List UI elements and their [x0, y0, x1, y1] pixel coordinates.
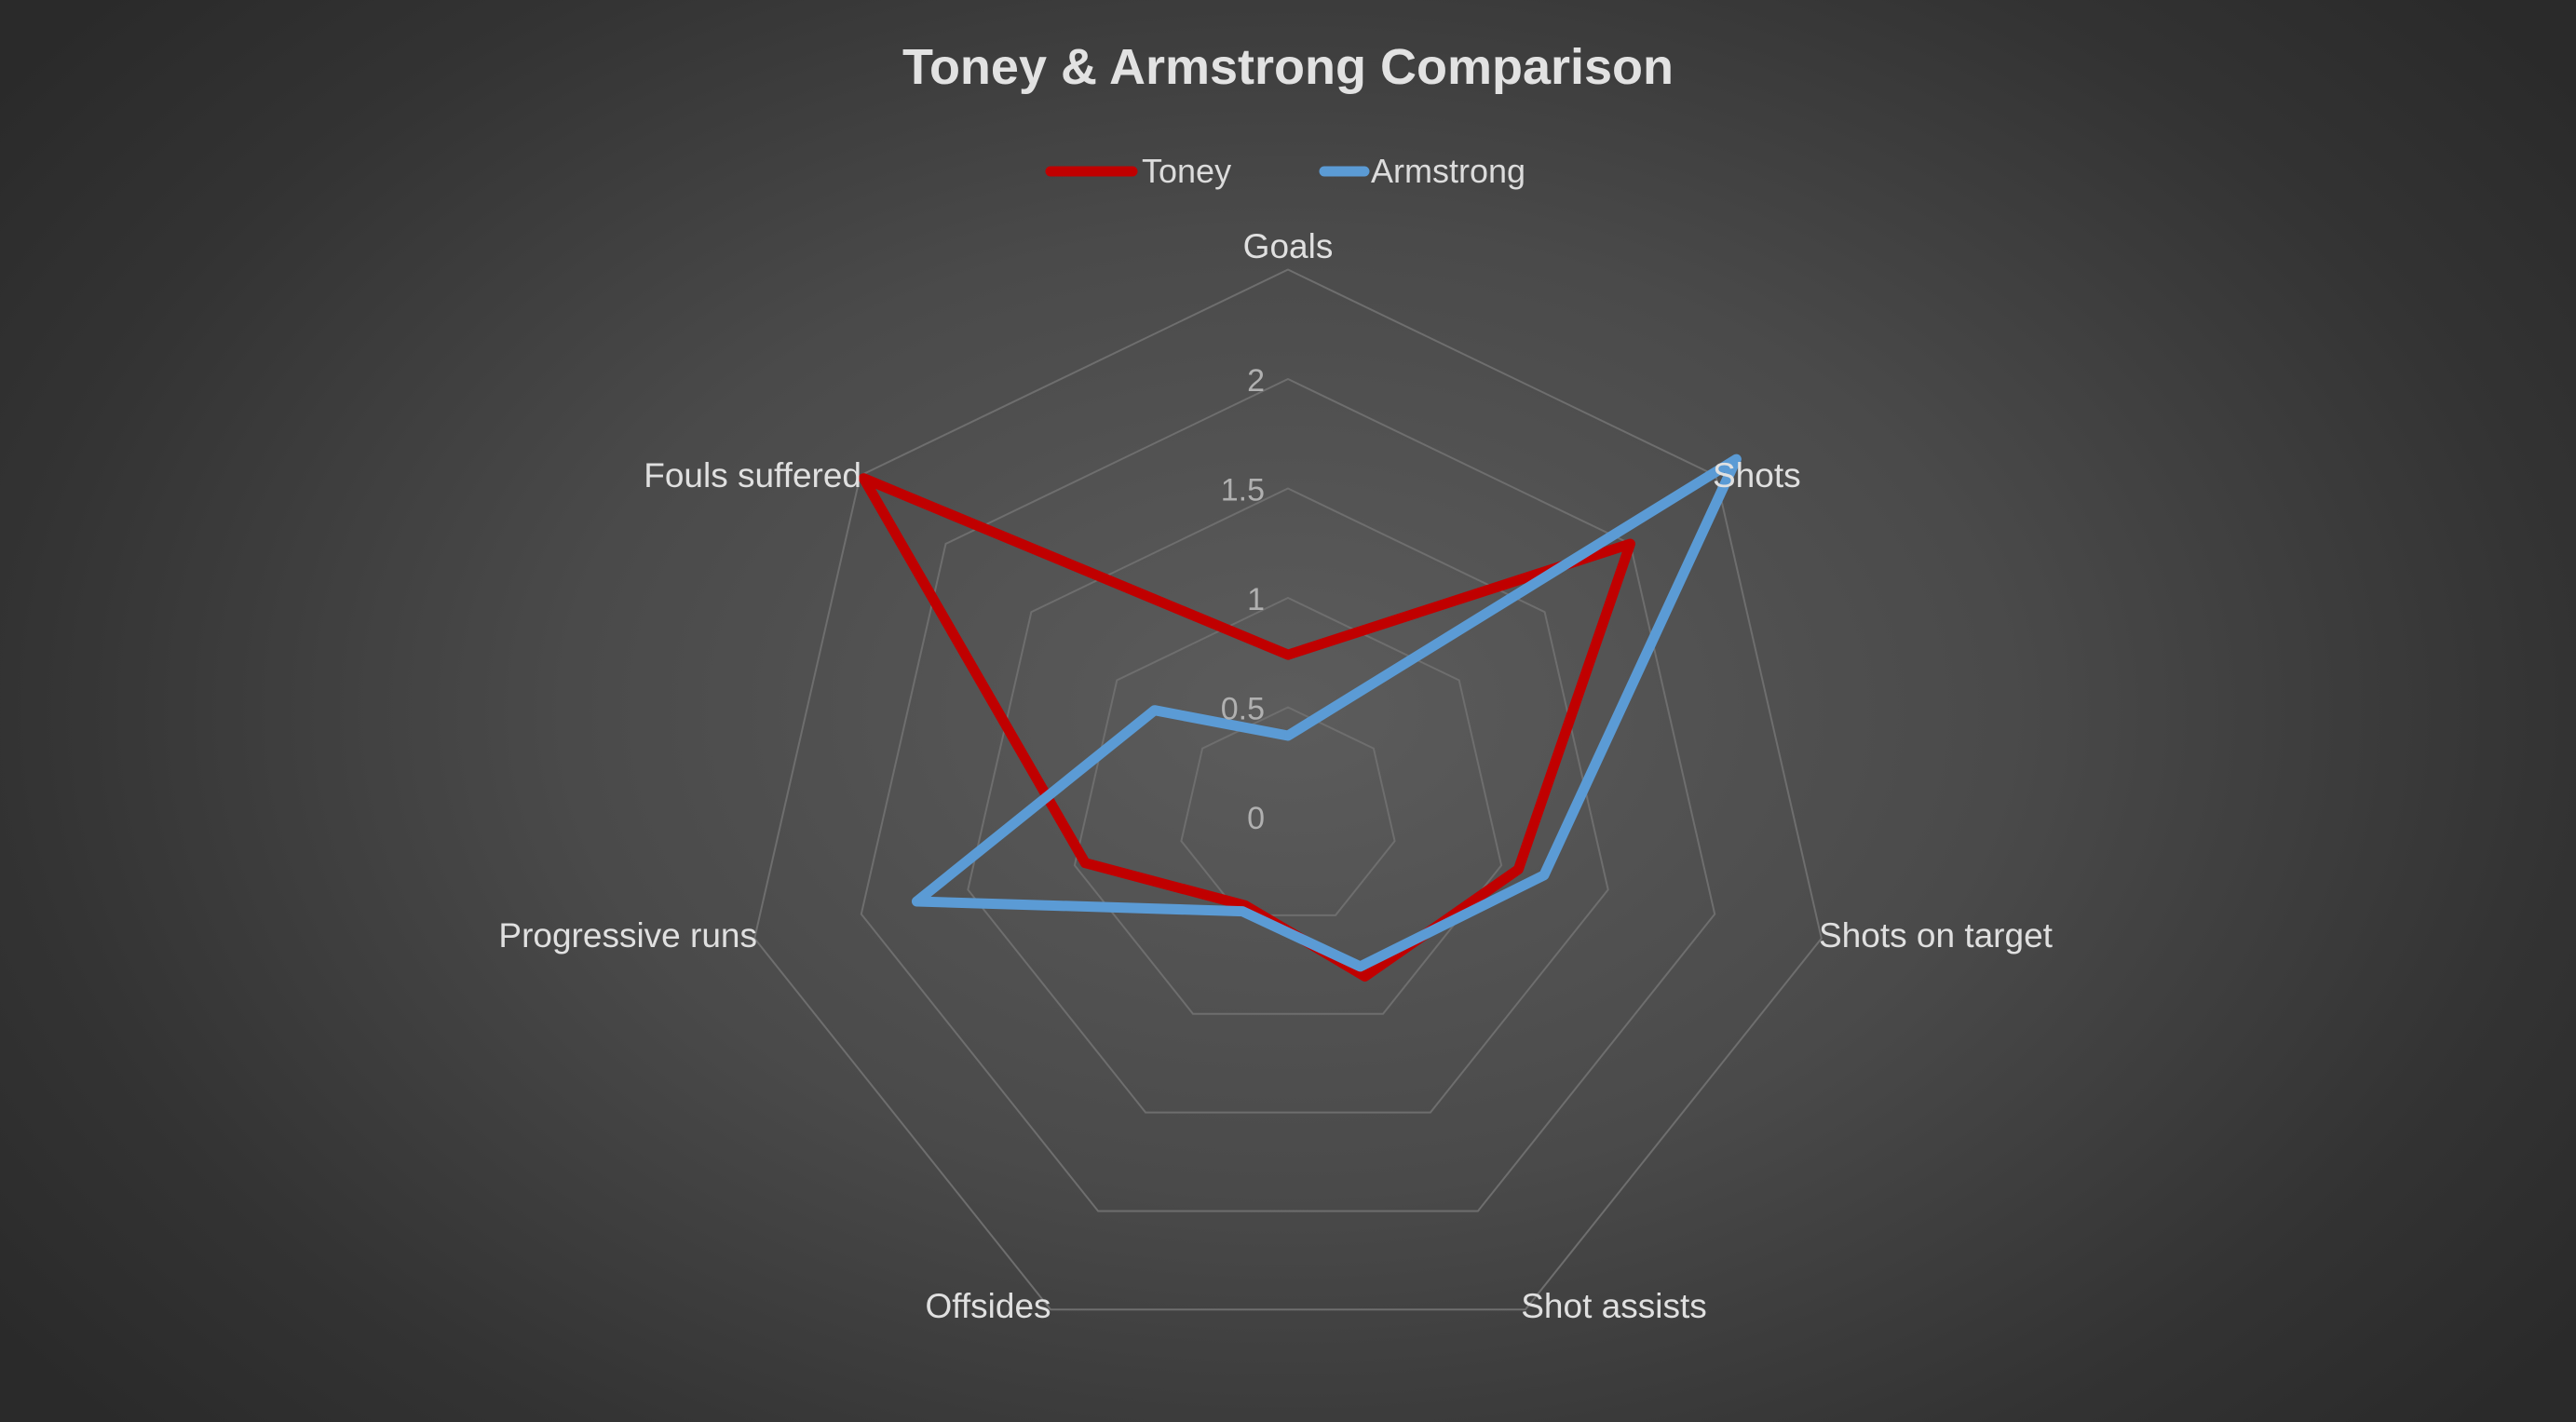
radial-tick-label: 2 [1247, 363, 1265, 399]
data-point-armstrong-shot-assists[interactable] [1356, 962, 1364, 970]
grid-ring-3 [967, 487, 1609, 1114]
category-label-offsides: Offsides [925, 1287, 1051, 1325]
chart-legend: Toney Armstrong [1045, 152, 1525, 190]
data-point-toney-goals[interactable] [1284, 651, 1292, 659]
radial-tick-label: 1.5 [1221, 473, 1265, 508]
category-label-shots-on-target: Shots on target [1819, 916, 2054, 955]
radial-tick-label: 1 [1247, 582, 1265, 617]
category-label-progressive-runs: Progressive runs [498, 916, 757, 955]
legend-item-armstrong[interactable]: Armstrong [1319, 152, 1525, 190]
category-label-shots: Shots [1713, 456, 1801, 494]
category-label-shot-assists: Shot assists [1521, 1287, 1706, 1325]
data-point-toney-fouls-suffered[interactable] [860, 474, 868, 482]
grid-ring-5 [753, 268, 1823, 1311]
data-point-armstrong-shots[interactable] [1732, 455, 1741, 464]
data-point-armstrong-progressive-runs[interactable] [913, 898, 921, 905]
category-label-goals: Goals [1243, 227, 1334, 265]
radial-tick-label: 0 [1247, 801, 1265, 836]
data-point-toney-progressive-runs[interactable] [1081, 859, 1090, 867]
data-point-armstrong-goals[interactable] [1284, 732, 1292, 739]
legend-item-toney[interactable]: Toney [1045, 152, 1231, 190]
legend-label-toney: Toney [1142, 152, 1231, 190]
data-point-toney-shot-assists[interactable] [1361, 972, 1369, 981]
grid-ring-1 [1180, 706, 1396, 916]
radial-tick-label: 0.5 [1221, 692, 1265, 727]
category-labels: Goals Shots Shots on target Shot assists Off… [498, 227, 2053, 1325]
radar-grid [753, 268, 1823, 1311]
data-point-armstrong-shots-on-target[interactable] [1539, 871, 1548, 879]
data-point-toney-shots[interactable] [1626, 540, 1634, 548]
radar-series [858, 454, 1742, 982]
data-point-toney-shots-on-target[interactable] [1514, 865, 1523, 874]
chart-title: Toney & Armstrong Comparison [902, 39, 1674, 95]
data-point-armstrong-fouls-suffered[interactable] [1150, 706, 1159, 714]
series-line-armstrong[interactable] [911, 454, 1742, 972]
radial-tick-labels: 0 0.5 1 1.5 2 [1221, 363, 1265, 836]
legend-label-armstrong: Armstrong [1371, 152, 1525, 190]
category-label-fouls-suffered: Fouls suffered [644, 456, 861, 494]
grid-ring-2 [1073, 596, 1503, 1015]
data-point-armstrong-offsides[interactable] [1239, 907, 1247, 915]
